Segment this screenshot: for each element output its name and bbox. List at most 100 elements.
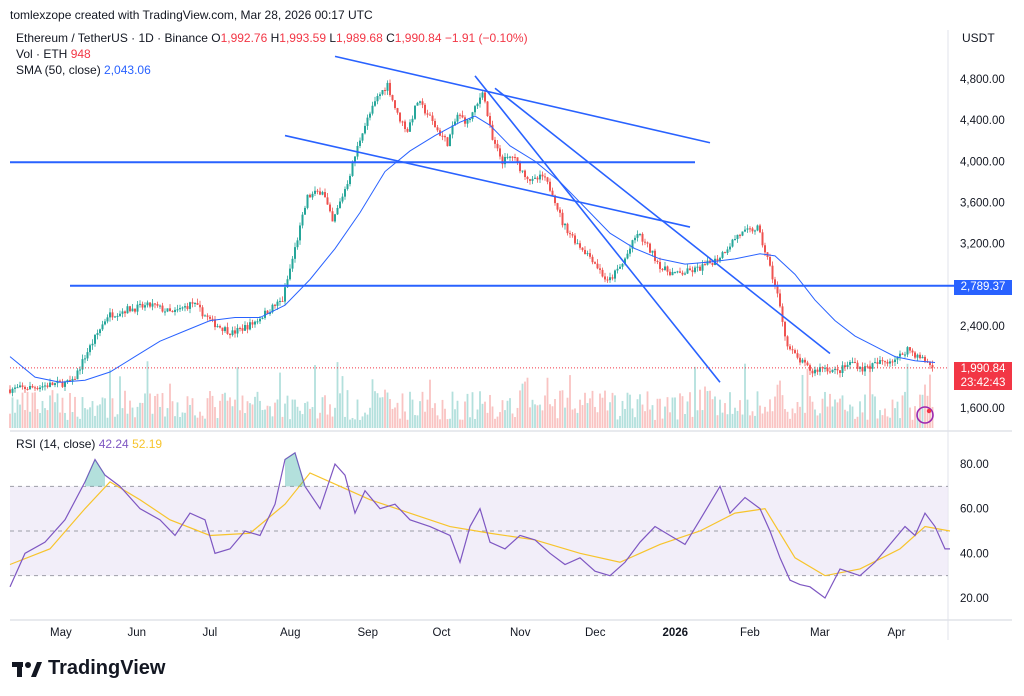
candle-body bbox=[111, 312, 114, 318]
volume-bar bbox=[139, 402, 141, 428]
candle-body bbox=[681, 272, 684, 275]
candle-body bbox=[726, 249, 729, 253]
candle-body bbox=[51, 382, 54, 386]
volume-bar bbox=[801, 374, 804, 428]
volume-bar bbox=[146, 361, 149, 428]
volume-bar bbox=[244, 413, 246, 428]
volume-bar bbox=[281, 416, 284, 428]
rsi-legend[interactable]: RSI (14, close) 42.24 52.19 bbox=[16, 437, 162, 451]
candle-body bbox=[381, 90, 384, 95]
candle-body bbox=[614, 270, 616, 279]
volume-bar bbox=[96, 405, 99, 428]
candle-body bbox=[574, 235, 576, 244]
volume-bar bbox=[456, 400, 459, 428]
volume-bar bbox=[514, 417, 516, 428]
candle-body bbox=[96, 333, 99, 335]
volume-bar bbox=[661, 418, 664, 428]
candle-body bbox=[181, 307, 184, 309]
candle-body bbox=[814, 369, 816, 374]
candle-body bbox=[151, 303, 154, 307]
candle-body bbox=[454, 121, 456, 126]
candle-body bbox=[84, 358, 86, 360]
volume-bar bbox=[724, 403, 726, 428]
candle-body bbox=[866, 366, 869, 368]
candle-body bbox=[791, 349, 794, 351]
candle-body bbox=[609, 277, 611, 281]
volume-bar bbox=[204, 418, 206, 428]
volume-bar bbox=[176, 402, 179, 428]
candle-body bbox=[469, 118, 471, 120]
candle-body bbox=[496, 143, 499, 149]
volume-bar bbox=[546, 377, 549, 428]
candle-body bbox=[279, 300, 281, 302]
rsi-label: RSI (14, close) bbox=[16, 437, 96, 451]
candle-body bbox=[796, 353, 799, 358]
volume-bar bbox=[486, 412, 489, 428]
trendline bbox=[284, 134, 691, 228]
volume-bar bbox=[894, 408, 896, 428]
volume-bar bbox=[711, 399, 714, 428]
candle-body bbox=[461, 115, 464, 118]
volume-bar bbox=[654, 419, 656, 428]
volume-bar bbox=[206, 398, 209, 428]
volume-bar bbox=[774, 396, 776, 428]
candle-body bbox=[179, 308, 181, 310]
candle-body bbox=[294, 247, 296, 259]
volume-bar bbox=[604, 390, 606, 428]
volume-bar bbox=[691, 416, 694, 428]
volume-legend[interactable]: Vol · ETH 948 bbox=[16, 47, 91, 61]
candle-body bbox=[321, 192, 324, 195]
sma-legend[interactable]: SMA (50, close) 2,043.06 bbox=[16, 63, 151, 77]
candle-body bbox=[379, 94, 381, 96]
volume-bar bbox=[649, 409, 651, 428]
candle-body bbox=[759, 225, 761, 233]
time-axis-label: Sep bbox=[358, 627, 378, 639]
volume-bar bbox=[864, 394, 866, 428]
volume-bar bbox=[144, 393, 146, 428]
volume-bar bbox=[506, 400, 509, 428]
volume-bar bbox=[854, 418, 856, 428]
volume-bar bbox=[631, 408, 634, 428]
candle-body bbox=[491, 124, 494, 140]
candle-body bbox=[549, 181, 551, 191]
candle-body bbox=[424, 104, 426, 114]
candle-body bbox=[34, 387, 36, 389]
candle-body bbox=[131, 308, 134, 312]
close-label: C bbox=[386, 31, 395, 45]
volume-bar bbox=[211, 395, 214, 428]
volume-bar bbox=[821, 398, 824, 428]
candle-body bbox=[484, 92, 486, 102]
candle-body bbox=[924, 356, 926, 362]
symbol-title: Ethereum / TetherUS · 1D · Binance bbox=[16, 31, 208, 45]
currency-label[interactable]: USDT bbox=[962, 31, 995, 45]
candle-body bbox=[241, 328, 244, 331]
candle-body bbox=[399, 112, 401, 122]
volume-bar bbox=[141, 402, 144, 428]
candle-body bbox=[394, 100, 396, 109]
tradingview-logo[interactable]: TradingView bbox=[12, 657, 165, 680]
volume-bar bbox=[399, 418, 401, 428]
volume-bar bbox=[34, 392, 36, 428]
rsi-overbought-fill bbox=[85, 459, 105, 487]
candle-body bbox=[329, 204, 331, 212]
candle-body bbox=[346, 184, 349, 190]
candle-body bbox=[366, 117, 369, 126]
high-value: 1,993.59 bbox=[279, 31, 327, 45]
candle-body bbox=[126, 306, 129, 314]
candle-body bbox=[509, 156, 511, 158]
candle-body bbox=[386, 82, 389, 91]
candle-body bbox=[779, 293, 781, 307]
volume-bar bbox=[709, 390, 711, 428]
candle-body bbox=[579, 243, 581, 248]
candle-body bbox=[169, 308, 171, 311]
volume-bar bbox=[191, 398, 194, 428]
candle-body bbox=[864, 366, 866, 372]
symbol-legend[interactable]: Ethereum / TetherUS · 1D · Binance O1,99… bbox=[16, 31, 528, 45]
volume-bar bbox=[129, 400, 131, 428]
candle-body bbox=[819, 367, 821, 372]
candle-body bbox=[129, 306, 131, 312]
volume-bar bbox=[289, 419, 291, 428]
candle-body bbox=[429, 114, 431, 116]
candle-body bbox=[191, 302, 194, 304]
